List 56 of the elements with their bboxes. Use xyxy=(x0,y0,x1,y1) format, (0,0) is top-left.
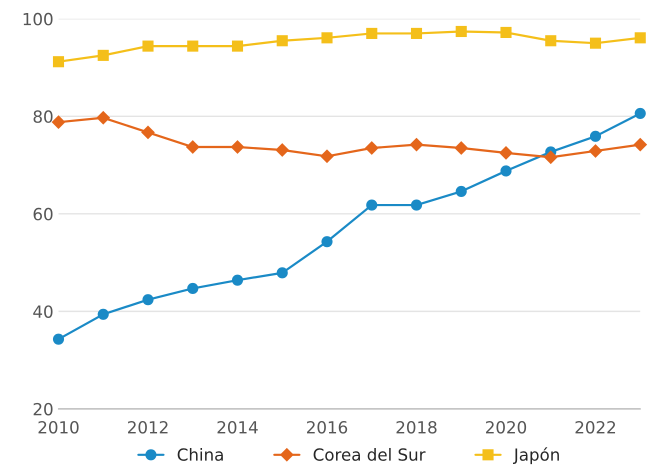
point xyxy=(98,308,109,320)
x-tick-label: 2018 xyxy=(396,421,437,434)
point xyxy=(588,144,602,158)
point xyxy=(410,138,424,152)
point xyxy=(410,28,422,39)
point xyxy=(142,294,154,306)
x-tick-label: 2014 xyxy=(218,421,258,434)
point xyxy=(232,40,244,52)
y-tick-label: 100 xyxy=(24,12,53,26)
point xyxy=(499,146,513,160)
legend-label: Corea del Sur xyxy=(314,448,426,461)
point xyxy=(633,138,648,152)
point xyxy=(186,140,200,154)
point xyxy=(456,186,467,197)
x-tick-label: 2022 xyxy=(576,421,616,434)
point xyxy=(232,274,244,286)
point xyxy=(276,267,288,278)
point xyxy=(52,56,64,68)
point xyxy=(634,32,646,44)
y-tick-label: 40 xyxy=(33,305,53,318)
point xyxy=(410,200,422,211)
x-tick-label: 2020 xyxy=(486,421,526,434)
x-tick-label: 2016 xyxy=(307,421,348,434)
y-tick-label: 80 xyxy=(34,110,53,123)
point xyxy=(98,50,109,61)
x-tick-label: 2012 xyxy=(128,421,168,434)
point xyxy=(500,26,512,38)
point xyxy=(230,140,244,154)
point xyxy=(321,32,333,44)
x-tick-label: 2010 xyxy=(38,421,79,434)
point xyxy=(454,141,468,155)
point xyxy=(52,334,64,345)
point xyxy=(187,40,198,52)
point xyxy=(366,28,378,39)
point xyxy=(634,108,646,119)
point xyxy=(545,35,556,46)
y-tick-label: 20 xyxy=(34,402,53,416)
y-tick-label: 60 xyxy=(34,208,53,220)
point xyxy=(500,165,512,176)
legend-label: China xyxy=(178,448,223,461)
point xyxy=(52,115,66,130)
point xyxy=(275,143,290,157)
point xyxy=(276,35,288,46)
point xyxy=(456,26,467,38)
point xyxy=(364,141,379,155)
point xyxy=(321,236,333,248)
point xyxy=(366,200,378,211)
point xyxy=(142,40,154,52)
point xyxy=(96,110,110,125)
point xyxy=(544,150,558,164)
legend-label: Japón xyxy=(513,447,559,464)
point xyxy=(590,130,602,142)
point xyxy=(590,38,602,49)
point xyxy=(141,126,155,140)
point xyxy=(187,282,198,294)
point xyxy=(320,149,334,164)
